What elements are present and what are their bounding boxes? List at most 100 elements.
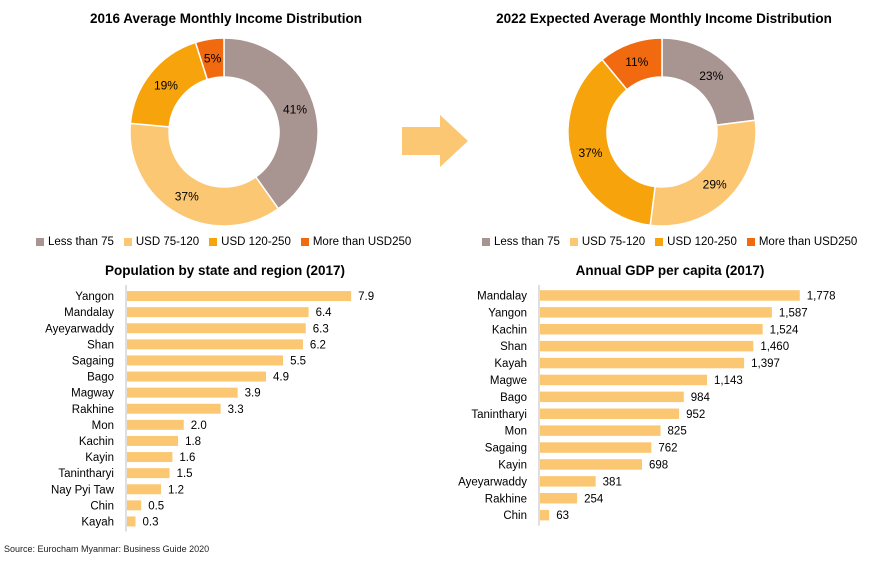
donut-2016-slice-usd-75-120 xyxy=(129,122,280,227)
donut-2016-legend-label: More than USD250 xyxy=(312,236,412,248)
donut-2022-legend-swatch xyxy=(655,238,664,246)
gdp-category-label: Chin xyxy=(503,510,527,522)
population-category-label: Mon xyxy=(92,420,114,432)
population-value-label: 1.6 xyxy=(179,452,195,464)
donut-2016-legend-swatch xyxy=(209,238,218,246)
gdp-value-label: 1,397 xyxy=(751,358,780,370)
population-category-label: Mandalay xyxy=(64,307,114,319)
donut-2022-legend-item-usd-120-250: USD 120-250 xyxy=(655,236,737,248)
population-value-label: 3.3 xyxy=(228,404,244,416)
gdp-value-label: 698 xyxy=(649,459,668,471)
gdp-category-label: Ayeyarwaddy xyxy=(458,476,527,488)
donut-2022-legend-label: USD 75-120 xyxy=(581,236,646,248)
population-value-label: 3.9 xyxy=(245,388,261,400)
gdp-value-label: 825 xyxy=(668,426,687,438)
gdp-value-label: 1,587 xyxy=(779,307,808,319)
gdp-bar xyxy=(540,408,680,419)
chart-title-2022: 2022 Expected Average Monthly Income Dis… xyxy=(496,11,832,26)
donut-2022-label-less-than-75: 23% xyxy=(699,69,723,83)
donut-2016-label-usd-75-120: 37% xyxy=(175,190,199,204)
population-category-label: Nay Pyi Taw xyxy=(51,484,115,496)
population-bar xyxy=(127,484,162,495)
gdp-bar xyxy=(540,493,578,504)
gdp-value-label: 1,524 xyxy=(770,324,799,336)
donut-2016-legend-label: Less than 75 xyxy=(48,236,114,248)
bar-chart-gdp: Mandalay 1,778 Yangon 1,587 Kachin 1,524 Shan 1… xyxy=(458,285,836,526)
population-bar xyxy=(127,339,303,350)
gdp-value-label: 254 xyxy=(584,493,604,505)
legend-2016: Less than 75 USD 75-120 USD 120-250 More th… xyxy=(36,236,411,248)
population-bar xyxy=(127,419,184,430)
donut-2016-legend-swatch xyxy=(300,238,309,246)
population-category-label: Kayah xyxy=(81,516,114,528)
gdp-bar xyxy=(540,391,684,403)
donut-2022-legend-swatch xyxy=(482,238,490,246)
gdp-bar xyxy=(540,476,596,487)
gdp-bar xyxy=(540,324,763,335)
population-value-label: 1.8 xyxy=(185,436,201,448)
donut-2016-legend-item-more-than-usd250: More than USD250 xyxy=(300,236,412,248)
gdp-category-label: Sagaing xyxy=(485,443,527,455)
source-note: Source: Eurocham Myanmar: Business Guide… xyxy=(4,544,210,554)
donut-2022-legend-item-less-than-75: Less than 75 xyxy=(482,236,560,248)
population-category-label: Magway xyxy=(71,388,114,400)
gdp-category-label: Mandalay xyxy=(477,290,527,302)
donut-2022-label-usd-75-120: 29% xyxy=(703,178,727,192)
population-category-label: Ayeyarwaddy xyxy=(45,323,114,335)
donut-2022-legend-label: More than USD250 xyxy=(758,236,858,248)
population-value-label: 7.9 xyxy=(358,291,374,303)
donut-2022-legend-item-more-than-usd250: More than USD250 xyxy=(746,236,858,248)
population-category-label: Chin xyxy=(90,500,114,512)
population-category-label: Tanintharyi xyxy=(58,468,114,480)
population-category-label: Shan xyxy=(87,339,114,351)
population-value-label: 6.2 xyxy=(310,339,326,351)
gdp-value-label: 952 xyxy=(686,409,705,421)
legend-2022: Less than 75 USD 75-120 USD 120-250 More th… xyxy=(482,236,857,248)
population-value-label: 0.3 xyxy=(143,516,159,528)
gdp-category-label: Mon xyxy=(505,426,527,438)
gdp-category-label: Kayah xyxy=(494,358,527,370)
gdp-category-label: Bago xyxy=(500,392,527,404)
donut-2022-legend-swatch xyxy=(746,238,755,246)
donut-2016-legend-swatch xyxy=(123,238,132,246)
population-value-label: 4.9 xyxy=(273,372,289,384)
population-value-label: 6.3 xyxy=(313,323,329,335)
gdp-bar xyxy=(540,442,652,453)
population-bar xyxy=(127,452,173,463)
population-bar xyxy=(127,355,284,366)
donut-2022-slice-usd-120-250 xyxy=(567,58,656,227)
donut-2016-label-usd-120-250: 19% xyxy=(154,78,178,92)
population-bar xyxy=(127,435,179,446)
population-value-label: 2.0 xyxy=(191,420,207,432)
gdp-bar xyxy=(540,340,754,352)
population-category-label: Yangon xyxy=(75,291,114,303)
donut-2022-label-more-than-usd250: 11% xyxy=(625,55,648,69)
gdp-value-label: 1,778 xyxy=(807,290,836,302)
donut-2016-legend-label: USD 120-250 xyxy=(221,236,291,248)
gdp-category-label: Magwe xyxy=(490,375,527,387)
gdp-category-label: Tanintharyi xyxy=(471,409,527,421)
donut-2016-label-more-than-usd250: 5% xyxy=(204,51,222,65)
population-bar xyxy=(127,500,142,511)
bar-chart-population: Yangon 7.9 Mandalay 6.4 Ayeyarwaddy 6.3 Shan 6.… xyxy=(45,285,374,532)
donut-2022-legend-label: USD 120-250 xyxy=(667,236,737,248)
population-value-label: 5.5 xyxy=(290,355,306,367)
population-bar xyxy=(127,468,170,479)
gdp-value-label: 1,460 xyxy=(760,341,789,353)
population-value-label: 0.5 xyxy=(148,500,164,512)
population-category-label: Kayin xyxy=(85,452,114,464)
gdp-value-label: 381 xyxy=(603,476,622,488)
gdp-value-label: 762 xyxy=(658,443,677,455)
donut-2016-legend-item-usd-75-120: USD 75-120 xyxy=(123,236,199,248)
gdp-bar xyxy=(540,509,550,521)
donut-2016-label-less-than-75: 41% xyxy=(283,102,307,116)
gdp-category-label: Kayin xyxy=(498,459,527,471)
population-value-label: 1.2 xyxy=(168,484,184,496)
population-category-label: Rakhine xyxy=(72,404,114,416)
gdp-bar xyxy=(540,357,745,369)
donut-2016-slice-less-than-75 xyxy=(223,37,319,210)
donut-2022-slice-usd-75-120 xyxy=(649,119,757,227)
gdp-category-label: Shan xyxy=(500,341,527,353)
donut-2022-label-usd-120-250: 37% xyxy=(578,146,602,160)
donut-2022-legend-label: Less than 75 xyxy=(494,236,560,248)
